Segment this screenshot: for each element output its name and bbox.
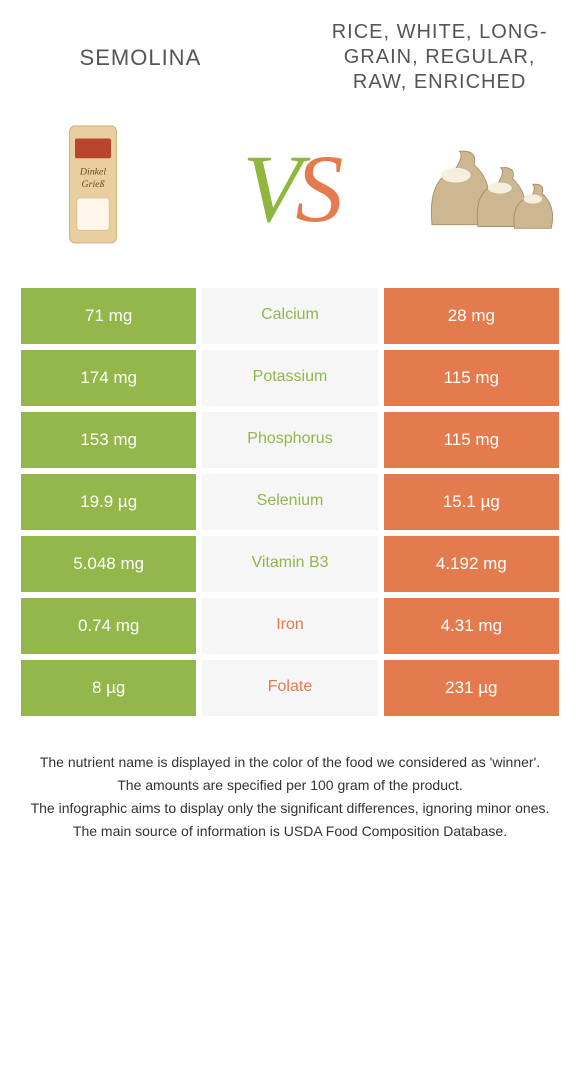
right-value-cell: 4.192 mg	[381, 533, 562, 595]
nutrient-name-cell: Selenium	[199, 471, 380, 533]
titles-row: SEMOLINA RICE, WHITE, LONG-GRAIN, REGULA…	[18, 20, 562, 95]
left-value-cell: 5.048 mg	[18, 533, 199, 595]
right-value-cell: 231 µg	[381, 657, 562, 719]
vs-s: S	[295, 135, 337, 242]
right-value-cell: 115 mg	[381, 409, 562, 471]
left-value-cell: 71 mg	[18, 285, 199, 347]
nutrient-name-cell: Calcium	[199, 285, 380, 347]
svg-text:Dinkel: Dinkel	[79, 167, 107, 178]
vs-label: VS	[243, 133, 338, 244]
left-value-cell: 153 mg	[18, 409, 199, 471]
nutrient-name-cell: Iron	[199, 595, 380, 657]
right-value-cell: 15.1 µg	[381, 471, 562, 533]
table-row: 8 µgFolate231 µg	[18, 657, 562, 719]
left-food-image: Dinkel Grieß	[18, 113, 168, 263]
left-value-cell: 19.9 µg	[18, 471, 199, 533]
left-value-cell: 0.74 mg	[18, 595, 199, 657]
footnote-line: The main source of information is USDA F…	[26, 822, 554, 841]
table-row: 174 mgPotassium115 mg	[18, 347, 562, 409]
nutrient-name-cell: Vitamin B3	[199, 533, 380, 595]
table-row: 153 mgPhosphorus115 mg	[18, 409, 562, 471]
right-food-title: RICE, WHITE, LONG-GRAIN, REGULAR, RAW, E…	[317, 20, 562, 95]
footnote-line: The amounts are specified per 100 gram o…	[26, 776, 554, 795]
left-value-cell: 8 µg	[18, 657, 199, 719]
images-row: Dinkel Grieß VS	[18, 113, 562, 263]
right-value-cell: 115 mg	[381, 347, 562, 409]
table-row: 0.74 mgIron4.31 mg	[18, 595, 562, 657]
table-row: 19.9 µgSelenium15.1 µg	[18, 471, 562, 533]
left-value-cell: 174 mg	[18, 347, 199, 409]
footnote-line: The nutrient name is displayed in the co…	[26, 753, 554, 772]
nutrient-name-cell: Phosphorus	[199, 409, 380, 471]
svg-text:Grieß: Grieß	[81, 179, 104, 190]
footnote-line: The infographic aims to display only the…	[26, 799, 554, 818]
right-food-image	[412, 113, 562, 263]
left-food-title: SEMOLINA	[18, 45, 263, 71]
right-value-cell: 28 mg	[381, 285, 562, 347]
vs-v: V	[243, 135, 296, 242]
nutrient-name-cell: Folate	[199, 657, 380, 719]
right-value-cell: 4.31 mg	[381, 595, 562, 657]
footnotes: The nutrient name is displayed in the co…	[18, 753, 562, 841]
table-row: 5.048 mgVitamin B34.192 mg	[18, 533, 562, 595]
comparison-table: 71 mgCalcium28 mg174 mgPotassium115 mg15…	[18, 285, 562, 719]
nutrient-name-cell: Potassium	[199, 347, 380, 409]
table-row: 71 mgCalcium28 mg	[18, 285, 562, 347]
